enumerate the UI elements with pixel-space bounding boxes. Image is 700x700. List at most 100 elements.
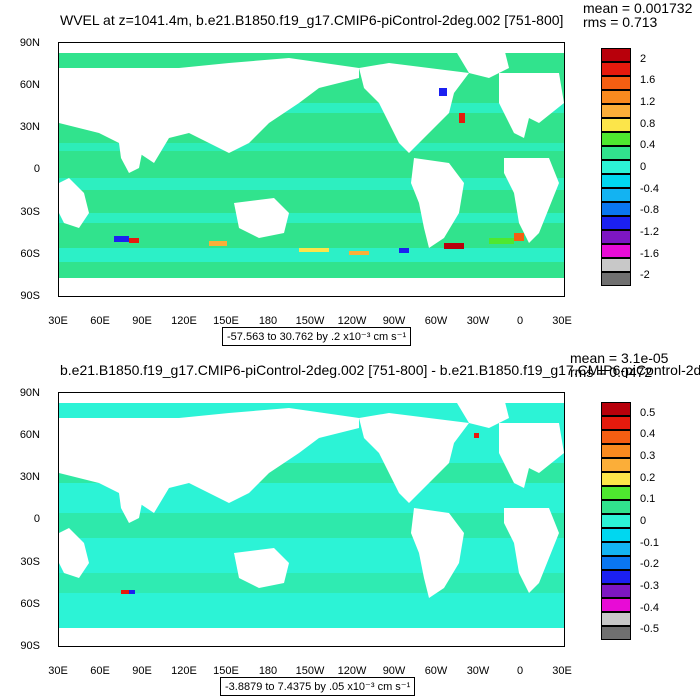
colorbar-swatch: [601, 146, 631, 160]
colorbar-swatch: [601, 416, 631, 430]
x-tick-label: 120W: [337, 315, 367, 327]
x-tick-label: 120W: [337, 665, 367, 677]
colorbar-label: 0.4: [640, 428, 656, 441]
colorbar-label: 1.2: [640, 96, 656, 109]
colorbar-label: 0.3: [640, 450, 656, 463]
colorbar-swatch: [601, 76, 631, 90]
y-tick-label: 0: [33, 513, 40, 525]
colorbar-swatch: [601, 402, 631, 416]
colorbar: [601, 402, 631, 640]
x-tick-label: 150E: [213, 665, 239, 677]
map-plot: [58, 42, 565, 297]
panel-bottom: b.e21.B1850.f19_g17.CMIP6-piControl-2deg…: [0, 350, 700, 700]
colorbar-swatch: [601, 444, 631, 458]
mean-stat: mean = 0.001732: [583, 0, 693, 16]
colorbar-swatch: [601, 472, 631, 486]
y-tick-label: 60N: [19, 79, 40, 91]
colorbar-swatch: [601, 598, 631, 612]
colorbar-label: -0.5: [640, 623, 659, 636]
contour-info-box: -3.8879 to 7.4375 by .05 x10⁻³ cm s⁻¹: [220, 677, 416, 696]
x-tick-label: 60E: [90, 665, 110, 677]
y-tick-label: 30S: [20, 206, 40, 218]
y-tick-label: 30N: [19, 121, 40, 133]
y-tick-label: 30N: [19, 471, 40, 483]
ocean-field-map: [59, 393, 564, 646]
colorbar-label: -0.3: [640, 579, 659, 592]
colorbar-label: 2: [640, 52, 647, 65]
colorbar-label: -1.6: [640, 247, 659, 260]
colorbar-swatch: [601, 556, 631, 570]
colorbar-label: -2: [640, 269, 650, 282]
y-tick-label: 90N: [19, 387, 40, 399]
colorbar-label: -0.4: [640, 182, 659, 195]
x-tick-label: 120E: [171, 315, 197, 327]
y-tick-label: 60S: [20, 248, 40, 260]
x-tick-label: 150W: [295, 315, 325, 327]
x-tick-label: 180: [258, 315, 278, 327]
colorbar-swatch: [601, 500, 631, 514]
colorbar-swatch: [601, 528, 631, 542]
x-tick-label: 150W: [295, 665, 325, 677]
y-tick-label: 0: [33, 163, 40, 175]
colorbar-swatch: [601, 230, 631, 244]
colorbar-swatch: [601, 612, 631, 626]
ocean-field-map: [59, 43, 564, 296]
x-tick-label: 60W: [424, 665, 448, 677]
x-tick-label: 30W: [466, 665, 490, 677]
colorbar-label: -0.1: [640, 536, 659, 549]
colorbar-swatch: [601, 160, 631, 174]
colorbar-swatch: [601, 514, 631, 528]
x-tick-label: 150E: [213, 315, 239, 327]
colorbar-swatch: [601, 104, 631, 118]
colorbar-swatch: [601, 188, 631, 202]
x-tick-label: 30E: [48, 315, 68, 327]
x-tick-label: 0: [516, 315, 524, 327]
colorbar-label: -0.2: [640, 558, 659, 571]
y-tick-label: 90S: [20, 640, 40, 652]
colorbar-swatch: [601, 90, 631, 104]
colorbar-swatch: [601, 626, 631, 640]
y-tick-label: 90N: [19, 37, 40, 49]
contour-info-box: -57.563 to 30.762 by .2 x10⁻³ cm s⁻¹: [222, 327, 412, 346]
x-tick-label: 90E: [132, 315, 152, 327]
colorbar-label: -0.4: [640, 601, 659, 614]
colorbar-swatch: [601, 202, 631, 216]
colorbar-swatch: [601, 48, 631, 62]
x-tick-label: 90W: [382, 665, 406, 677]
x-tick-label: 30E: [552, 315, 572, 327]
y-tick-label: 60S: [20, 598, 40, 610]
colorbar-swatch: [601, 584, 631, 598]
x-tick-label: 30E: [552, 665, 572, 677]
colorbar-label: 0: [640, 515, 647, 527]
colorbar-swatch: [601, 258, 631, 272]
colorbar-label: 0.4: [640, 139, 656, 152]
x-tick-label: 90W: [382, 315, 406, 327]
colorbar-label: 0.2: [640, 471, 656, 484]
colorbar-label: 0.1: [640, 493, 656, 506]
x-tick-label: 120E: [171, 665, 197, 677]
panel-title: WVEL at z=1041.4m, b.e21.B1850.f19_g17.C…: [60, 12, 564, 28]
colorbar-label: 0.8: [640, 117, 656, 130]
rms-stat: rms = 0.713: [583, 14, 658, 30]
colorbar-label: 0: [640, 161, 647, 173]
map-plot: [58, 392, 565, 647]
x-tick-label: 60W: [424, 315, 448, 327]
colorbar-label: 1.6: [640, 74, 656, 87]
colorbar-swatch: [601, 272, 631, 286]
colorbar-swatch: [601, 132, 631, 146]
colorbar-swatch: [601, 430, 631, 444]
colorbar-swatch: [601, 486, 631, 500]
x-tick-label: 30E: [48, 665, 68, 677]
colorbar-swatch: [601, 118, 631, 132]
panel-title: b.e21.B1850.f19_g17.CMIP6-piControl-2deg…: [60, 362, 700, 378]
rms-stat: rms = 0.0472: [570, 364, 653, 380]
colorbar-swatch: [601, 174, 631, 188]
y-tick-label: 30S: [20, 556, 40, 568]
colorbar-swatch: [601, 216, 631, 230]
y-tick-label: 90S: [20, 290, 40, 302]
colorbar-swatch: [601, 542, 631, 556]
colorbar-swatch: [601, 244, 631, 258]
colorbar-swatch: [601, 458, 631, 472]
x-tick-label: 180: [258, 665, 278, 677]
colorbar-swatch: [601, 62, 631, 76]
